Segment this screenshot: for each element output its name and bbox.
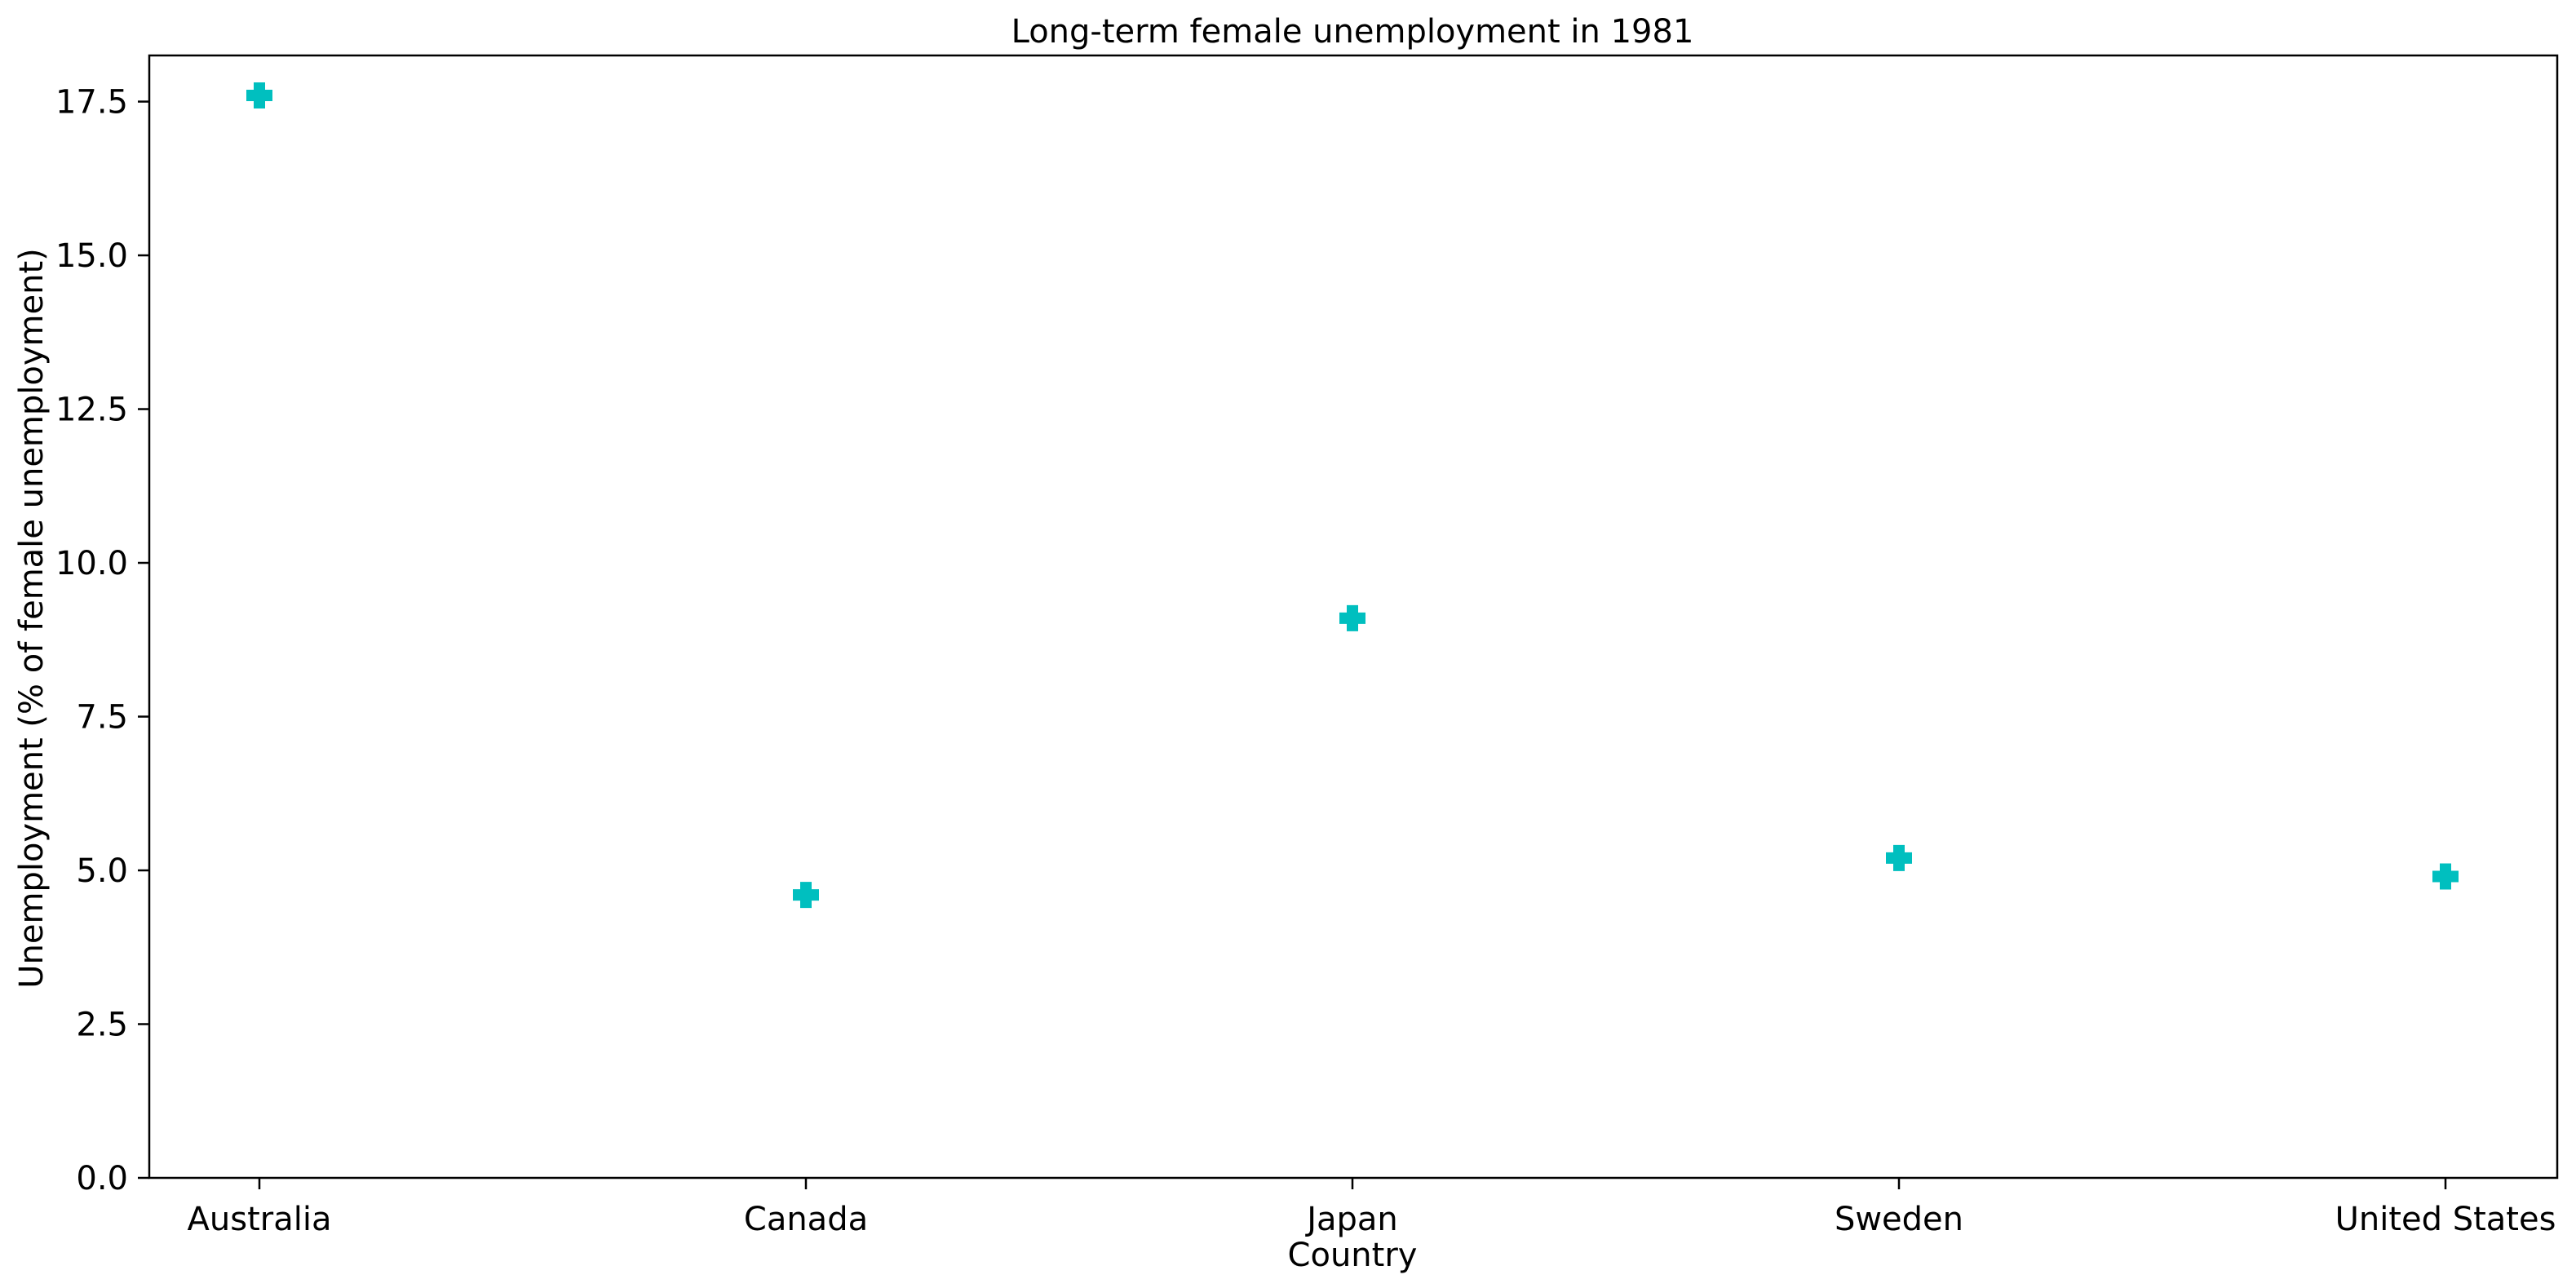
y-tick-label: 10.0 bbox=[55, 545, 128, 582]
y-axis-title: Unemployment (% of female unemployment) bbox=[13, 248, 51, 989]
data-point bbox=[1339, 604, 1365, 631]
x-tick-label: Canada bbox=[744, 1201, 868, 1238]
data-point bbox=[246, 82, 272, 109]
y-tick-label: 17.5 bbox=[55, 84, 128, 122]
y-tick-label: 2.5 bbox=[76, 1007, 128, 1044]
y-tick-label: 0.0 bbox=[76, 1160, 128, 1197]
x-tick-label: United States bbox=[2335, 1201, 2556, 1238]
y-tick-label: 15.0 bbox=[55, 237, 128, 275]
y-tick-label: 7.5 bbox=[76, 699, 128, 737]
x-tick-label: Australia bbox=[188, 1201, 332, 1238]
data-point bbox=[793, 882, 819, 909]
x-tick-label: Sweden bbox=[1835, 1201, 1963, 1238]
x-axis-title: Country bbox=[1288, 1237, 1418, 1274]
chart-title: Long-term female unemployment in 1981 bbox=[1011, 13, 1694, 51]
y-tick-label: 12.5 bbox=[55, 392, 128, 429]
y-tick-label: 5.0 bbox=[76, 852, 128, 890]
x-tick-label: Japan bbox=[1304, 1201, 1398, 1238]
data-point bbox=[1886, 844, 1912, 871]
data-point bbox=[2432, 863, 2459, 890]
data-markers bbox=[246, 82, 2459, 909]
x-axis: Australia Canada Japan Sweden United States bbox=[188, 1178, 2556, 1238]
y-axis: 0.0 2.5 5.0 7.5 10.0 12.5 15.0 17.5 bbox=[55, 84, 149, 1197]
